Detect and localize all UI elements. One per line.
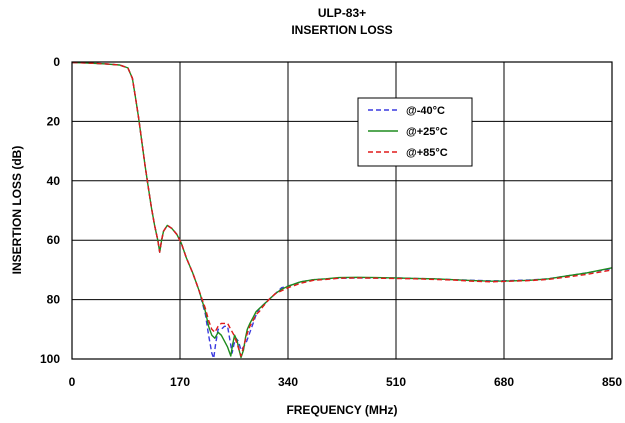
y-tick-label: 40 (47, 174, 61, 188)
y-tick-label: 20 (47, 114, 61, 128)
y-axis-label: INSERTION LOSS (dB) (10, 146, 24, 275)
legend: @-40°C @+25°C @+85°C (357, 97, 473, 167)
chart-title: ULP-83+ (318, 6, 366, 20)
legend-entry-label: @+25°C (406, 126, 448, 138)
plot-area (72, 62, 612, 359)
x-tick-label: 850 (602, 375, 622, 389)
x-axis-label: FREQUENCY (MHz) (286, 403, 397, 417)
y-tick-labels: 0 20 40 60 80 100 (40, 55, 60, 366)
x-tick-label: 340 (278, 375, 298, 389)
series-line-3 (72, 61, 613, 357)
chart-subtitle: INSERTION LOSS (291, 23, 392, 37)
plot-frame (71, 61, 613, 360)
series-layer (72, 61, 613, 360)
x-tick-label: 680 (494, 375, 514, 389)
x-tick-label: 170 (170, 375, 190, 389)
legend-entry-label: @-40°C (406, 105, 445, 117)
x-tick-label: 0 (69, 375, 76, 389)
legend-entry-label: @+85°C (406, 147, 448, 159)
y-tick-label: 100 (40, 352, 60, 366)
y-tick-label: 80 (47, 293, 61, 307)
x-tick-labels: 0 170 340 510 680 850 (69, 375, 623, 389)
y-tick-label: 60 (47, 233, 61, 247)
x-tick-label: 510 (386, 375, 406, 389)
y-tick-label: 0 (53, 55, 60, 69)
